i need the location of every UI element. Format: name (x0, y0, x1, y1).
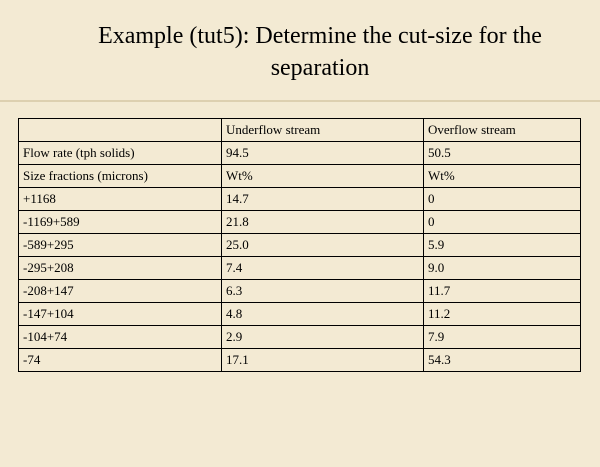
table-cell: -589+295 (18, 233, 222, 257)
table-cell: 11.7 (423, 279, 581, 303)
header-cell (18, 118, 222, 142)
table-cell: 11.2 (423, 302, 581, 326)
table-row: -1169+589 21.8 0 (18, 210, 581, 234)
table-cell: 54.3 (423, 348, 581, 372)
table-cell: +1168 (18, 187, 222, 211)
table-cell: Flow rate (tph solids) (18, 141, 222, 165)
table-cell: Size fractions (microns) (18, 164, 222, 188)
table-cell: 25.0 (221, 233, 424, 257)
table-cell: Wt% (221, 164, 424, 188)
table-cell: 9.0 (423, 256, 581, 280)
table-cell: -208+147 (18, 279, 222, 303)
table-row: Flow rate (tph solids) 94.5 50.5 (18, 141, 581, 165)
table-cell: 0 (423, 187, 581, 211)
table-row: -104+74 2.9 7.9 (18, 325, 581, 349)
table-cell: -295+208 (18, 256, 222, 280)
title-divider (0, 100, 600, 102)
table-cell: 0 (423, 210, 581, 234)
table-cell: -1169+589 (18, 210, 222, 234)
table-cell: 17.1 (221, 348, 424, 372)
table-row: -208+147 6.3 11.7 (18, 279, 581, 303)
table-cell: -74 (18, 348, 222, 372)
table-header-row: Underflow stream Overflow stream (18, 118, 581, 142)
table-cell: 7.4 (221, 256, 424, 280)
size-distribution-table: Underflow stream Overflow stream Flow ra… (18, 118, 581, 372)
table-row: -295+208 7.4 9.0 (18, 256, 581, 280)
table-cell: 7.9 (423, 325, 581, 349)
slide-title-line-1: Example (tut5): Determine the cut-size f… (98, 23, 542, 49)
table-cell: Wt% (423, 164, 581, 188)
table-row: -74 17.1 54.3 (18, 348, 581, 372)
table-cell: 50.5 (423, 141, 581, 165)
table-row: +1168 14.7 0 (18, 187, 581, 211)
table-cell: 94.5 (221, 141, 424, 165)
table-cell: -104+74 (18, 325, 222, 349)
table-row: -589+295 25.0 5.9 (18, 233, 581, 257)
table-row: -147+104 4.8 11.2 (18, 302, 581, 326)
table-cell: 2.9 (221, 325, 424, 349)
table-row: Size fractions (microns) Wt% Wt% (18, 164, 581, 188)
header-cell: Underflow stream (221, 118, 424, 142)
table-cell: 4.8 (221, 302, 424, 326)
slide-title-line-2: separation (270, 55, 370, 81)
table-cell: -147+104 (18, 302, 222, 326)
header-cell: Overflow stream (423, 118, 581, 142)
slide-title: Example (tut5): Determine the cut-size f… (40, 20, 600, 84)
table-cell: 21.8 (221, 210, 424, 234)
table-cell: 5.9 (423, 233, 581, 257)
table-cell: 14.7 (221, 187, 424, 211)
table-cell: 6.3 (221, 279, 424, 303)
